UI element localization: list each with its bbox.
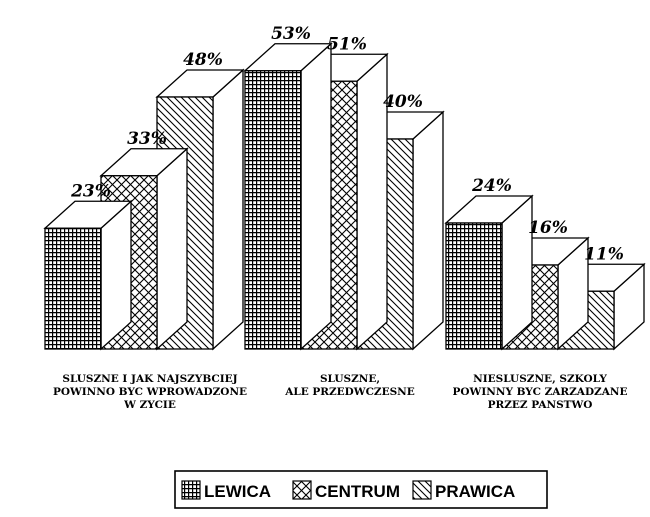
- value-label-lewica-0: 23%: [70, 181, 111, 201]
- value-label-prawica-2: 11%: [584, 244, 624, 264]
- legend: LEWICA CENTRUM PRAWICA: [174, 470, 548, 509]
- legend-label-lewica: LEWICA: [204, 482, 271, 501]
- legend-swatch-prawica: [412, 480, 432, 500]
- value-label-prawica-1: 40%: [383, 92, 423, 112]
- legend-item-centrum: CENTRUM: [292, 480, 400, 501]
- category-label-2: NIESLUSZNE, SZKOLY POWINNY BYC ZARZADZANE…: [453, 373, 628, 411]
- bar-lewica-1: [243, 42, 333, 351]
- legend-label-prawica: PRAWICA: [435, 482, 515, 501]
- bar-lewica-0: [43, 199, 133, 351]
- value-label-centrum-1: 51%: [327, 34, 367, 54]
- value-label-centrum-0: 33%: [127, 129, 167, 149]
- legend-frame: [174, 470, 548, 509]
- category-label-0: SLUSZNE I JAK NAJSZYBCIEJ POWINNO BYC WPR…: [53, 373, 247, 411]
- legend-label-centrum: CENTRUM: [315, 482, 400, 501]
- value-label-centrum-2: 16%: [528, 218, 568, 238]
- category-label-1: SLUSZNE, ALE PRZEDWCZESNE: [284, 373, 415, 398]
- value-label-prawica-0: 48%: [183, 50, 223, 70]
- legend-swatch-lewica: [181, 480, 201, 500]
- value-label-lewica-2: 24%: [471, 176, 512, 196]
- value-label-lewica-1: 53%: [271, 24, 311, 44]
- bar-lewica-2: [444, 194, 534, 351]
- legend-swatch-centrum: [292, 480, 312, 500]
- bars-layer: [43, 42, 646, 351]
- category-labels-layer: SLUSZNE I JAK NAJSZYBCIEJ POWINNO BYC WPR…: [53, 373, 628, 411]
- legend-item-prawica: PRAWICA: [412, 480, 515, 501]
- legend-item-lewica: LEWICA: [181, 480, 271, 501]
- value-labels-layer: 48% 33% 23% 40% 51% 53% 11% 16% 24%: [70, 24, 624, 265]
